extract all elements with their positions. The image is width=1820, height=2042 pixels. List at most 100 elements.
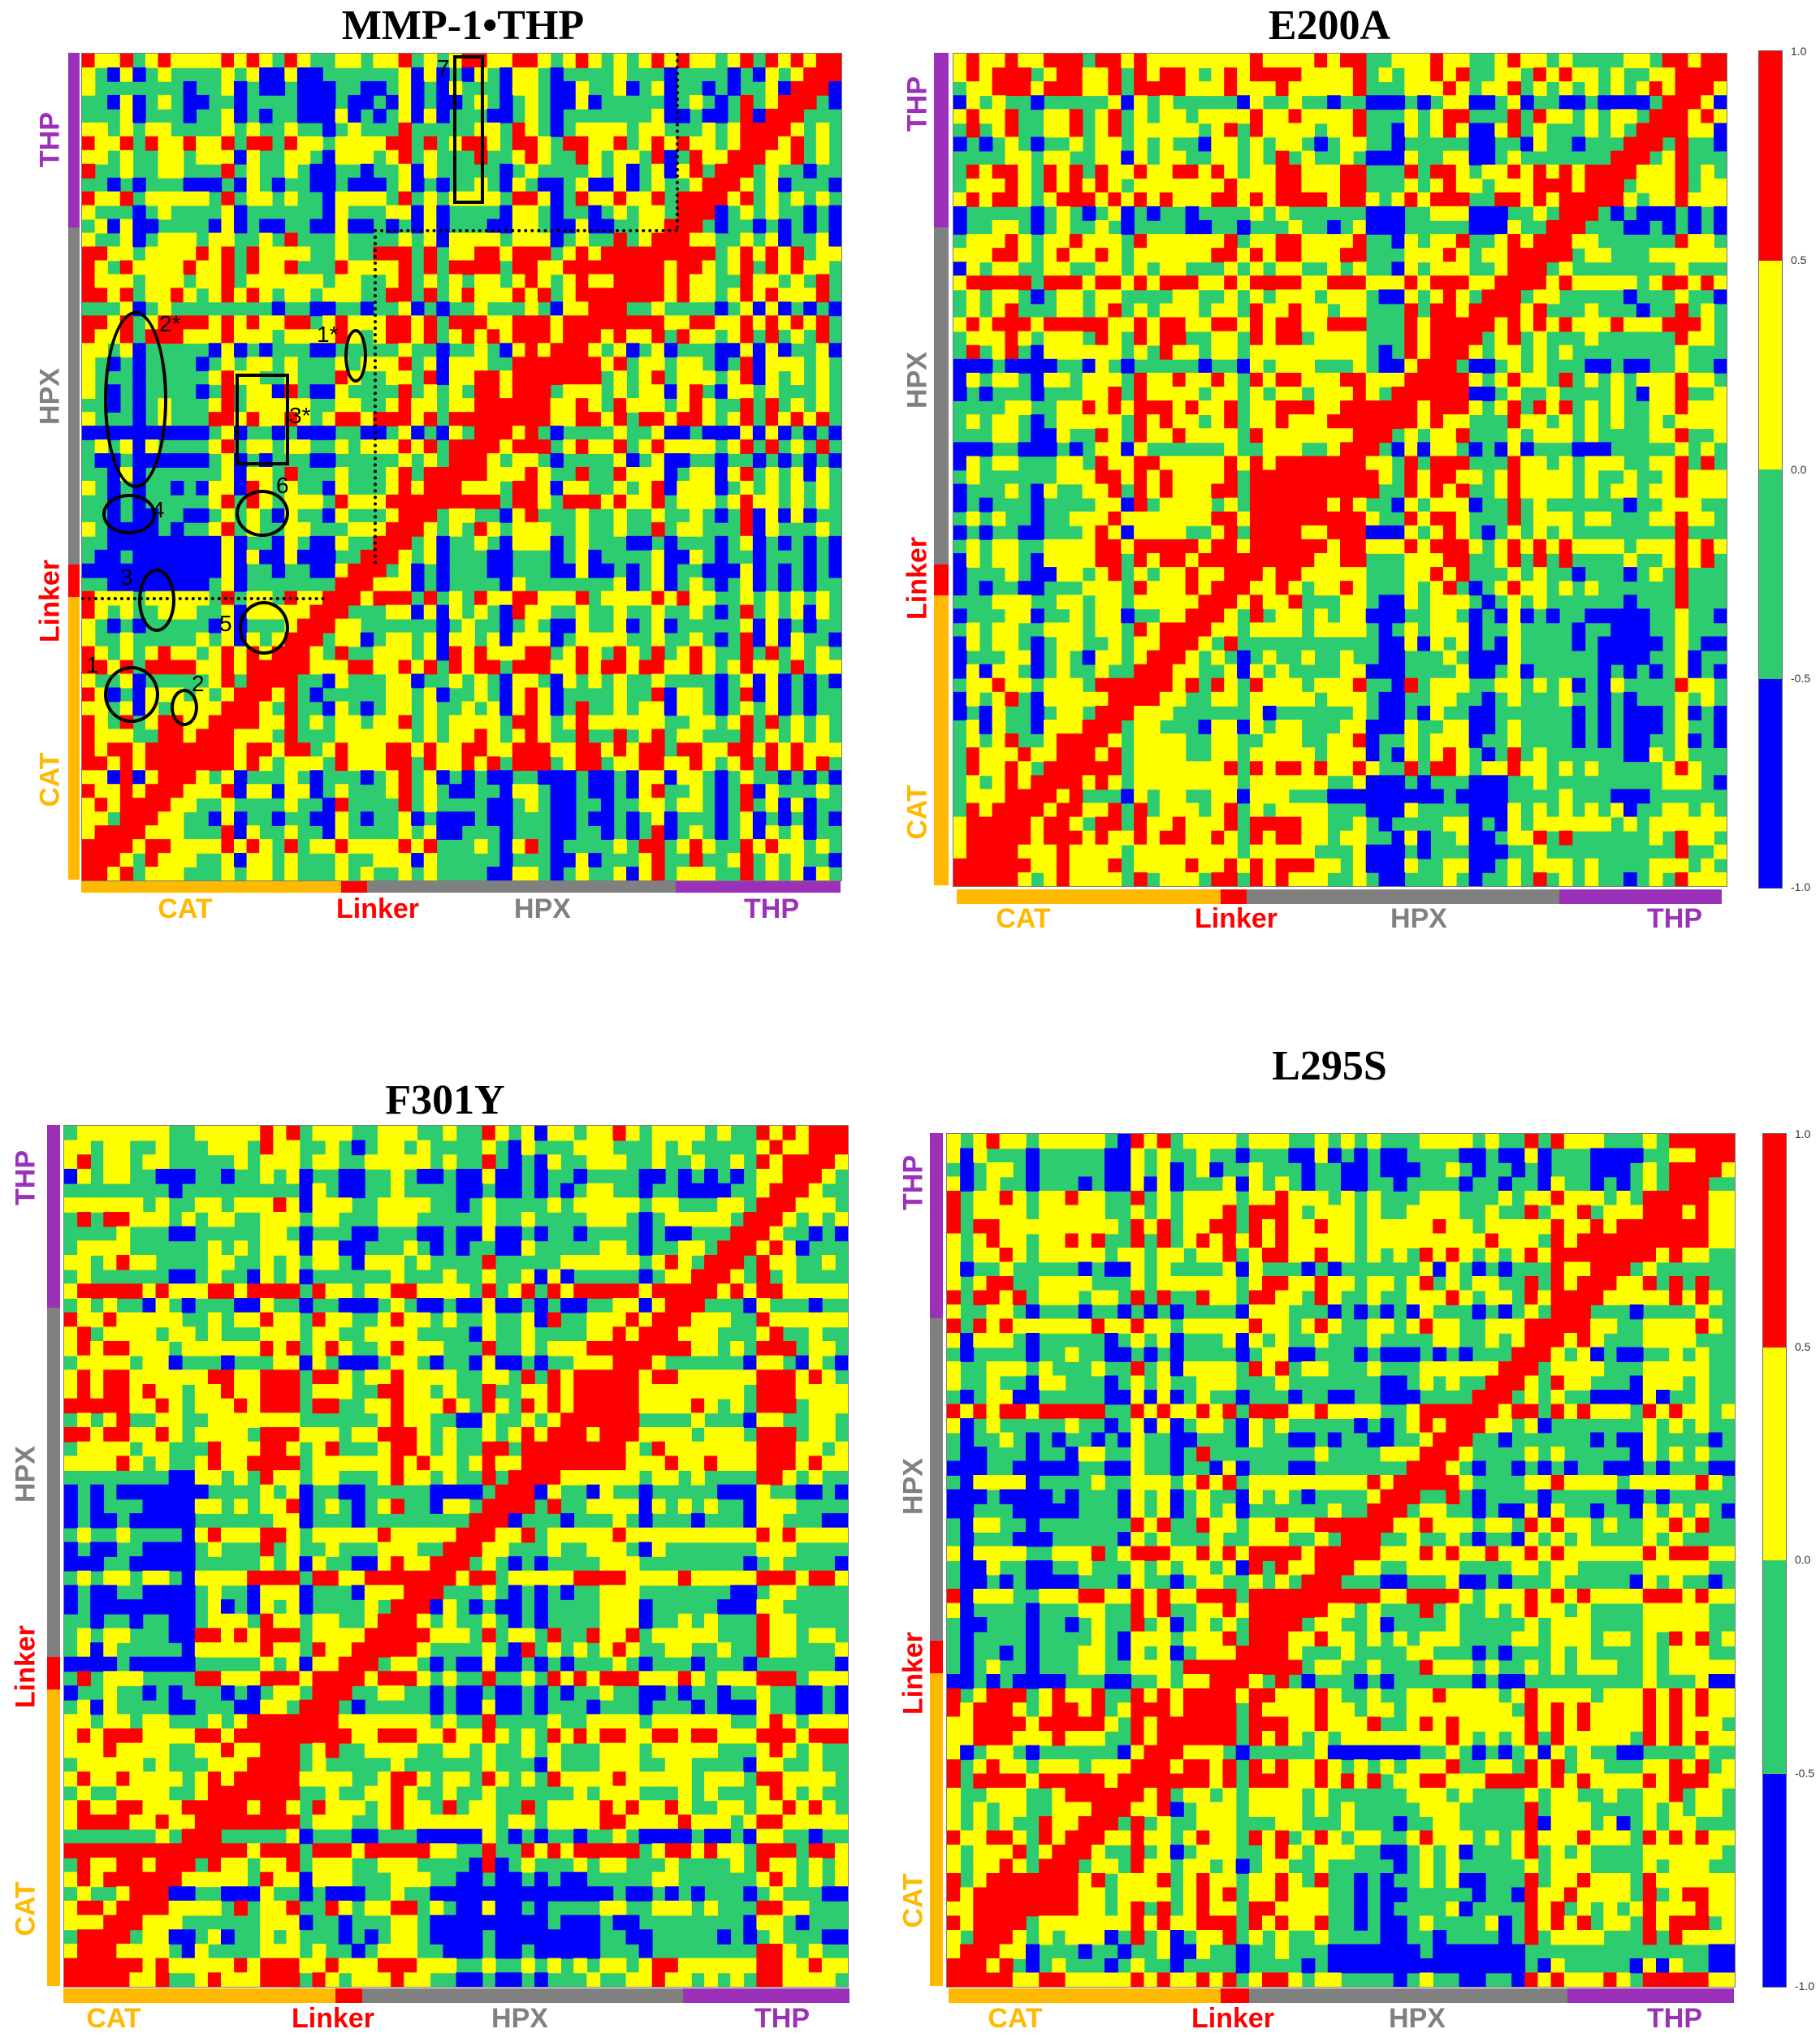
- heatmap-cell: [1675, 844, 1689, 859]
- heatmap-cell: [398, 467, 412, 482]
- heatmap-cell: [1275, 539, 1290, 554]
- heatmap-cell: [778, 301, 792, 317]
- heatmap-cell: [1198, 192, 1213, 207]
- heatmap-cell: [1121, 691, 1135, 707]
- heatmap-cell: [1481, 248, 1496, 263]
- heatmap-cell: [208, 260, 223, 275]
- heatmap-cell: [1455, 372, 1470, 387]
- heatmap-cell: [1237, 358, 1251, 374]
- heatmap-cell: [1005, 372, 1019, 387]
- heatmap-cell: [1249, 136, 1264, 152]
- heatmap-cell: [1533, 331, 1547, 346]
- heatmap-cell: [600, 357, 615, 372]
- heatmap-cell: [448, 508, 463, 523]
- heatmap-cell: [1623, 720, 1637, 734]
- heatmap-cell: [1237, 275, 1251, 291]
- heatmap-cell: [1584, 205, 1599, 221]
- heatmap-cell: [1352, 178, 1367, 193]
- heatmap-cell: [1468, 275, 1483, 291]
- heatmap-cell: [1494, 289, 1509, 305]
- heatmap-cell: [1404, 720, 1418, 734]
- heatmap-cell: [1172, 581, 1187, 596]
- heatmap-cell: [1507, 164, 1521, 180]
- heatmap-cell: [1224, 67, 1238, 83]
- heatmap-cell: [423, 149, 438, 165]
- heatmap-cell: [1571, 275, 1586, 291]
- heatmap-cell: [411, 508, 425, 523]
- heatmap-cell: [1675, 705, 1689, 720]
- heatmap-cell: [1340, 511, 1354, 526]
- heatmap-cell: [512, 357, 526, 372]
- heatmap-cell: [752, 825, 767, 840]
- heatmap-cell: [815, 646, 830, 661]
- heatmap-cell: [525, 301, 538, 317]
- heatmap-cell: [1301, 483, 1316, 499]
- heatmap-cell: [1623, 317, 1637, 332]
- heatmap-cell: [1288, 844, 1303, 859]
- heatmap-cell: [461, 467, 475, 482]
- heatmap-cell: [296, 521, 311, 537]
- heatmap-cell: [145, 122, 159, 137]
- heatmap-cell: [1378, 650, 1393, 665]
- heatmap-cell: [171, 549, 184, 565]
- heatmap-cell: [271, 398, 286, 413]
- heatmap-cell: [790, 357, 805, 372]
- heatmap-cell: [538, 191, 551, 206]
- heatmap-cell: [499, 784, 513, 799]
- heatmap-cell: [1108, 830, 1122, 846]
- heatmap-cell: [782, 1126, 797, 1141]
- heatmap-cell: [1185, 844, 1200, 859]
- heatmap-cell: [259, 867, 273, 880]
- heatmap-cell: [1288, 178, 1303, 193]
- heatmap-cell: [486, 288, 501, 303]
- heatmap-cell: [1455, 816, 1470, 832]
- heatmap-cell: [1494, 636, 1509, 651]
- heatmap-cell: [702, 232, 715, 248]
- heatmap-cell: [386, 784, 400, 799]
- heatmap-cell: [1701, 511, 1714, 526]
- heatmap-cell: [1649, 81, 1663, 97]
- heatmap-cell: [1455, 344, 1470, 360]
- heatmap-cell: [992, 775, 1006, 790]
- heatmap-cell: [1249, 414, 1264, 430]
- heatmap-cell: [246, 825, 260, 840]
- heatmap-cell: [575, 867, 590, 880]
- heatmap-cell: [158, 163, 171, 179]
- heatmap-cell: [953, 358, 967, 374]
- heatmap-cell: [271, 811, 286, 826]
- heatmap-cell: [690, 274, 703, 289]
- heatmap-cell: [1571, 567, 1586, 582]
- heatmap-cell: [588, 246, 602, 262]
- heatmap-cell: [1365, 511, 1380, 526]
- heatmap-cell: [271, 246, 286, 262]
- heatmap-cell: [474, 646, 488, 661]
- heatmap-cell: [966, 747, 980, 763]
- heatmap-cell: [1198, 816, 1213, 832]
- heatmap-cell: [1636, 220, 1650, 235]
- heatmap-cell: [1675, 442, 1689, 457]
- heatmap-cell: [828, 453, 841, 468]
- heatmap-cell: [953, 844, 967, 859]
- heatmap-cell: [1095, 705, 1109, 720]
- heatmap-cell: [575, 549, 590, 565]
- heatmap-cell: [538, 467, 551, 482]
- heatmap-cell: [651, 329, 665, 344]
- heatmap-cell: [651, 205, 665, 220]
- heatmap-cell: [563, 80, 577, 96]
- heatmap-cell: [790, 67, 805, 82]
- heatmap-cell: [1224, 81, 1238, 97]
- heatmap-cell: [1211, 483, 1225, 499]
- heatmap-cell: [461, 784, 475, 799]
- heatmap-cell: [1365, 469, 1380, 485]
- heatmap-cell: [183, 288, 197, 303]
- heatmap-cell: [1481, 358, 1496, 374]
- heatmap-cell: [1378, 67, 1393, 83]
- heatmap-cell: [1442, 525, 1457, 540]
- heatmap-cell: [1005, 358, 1019, 374]
- heatmap-cell: [1159, 789, 1174, 804]
- heatmap-cell: [727, 412, 741, 426]
- heatmap-cell: [1481, 664, 1496, 679]
- heatmap-cell: [260, 1169, 275, 1184]
- heatmap-cell: [1005, 539, 1019, 554]
- heatmap-cell: [1468, 608, 1483, 624]
